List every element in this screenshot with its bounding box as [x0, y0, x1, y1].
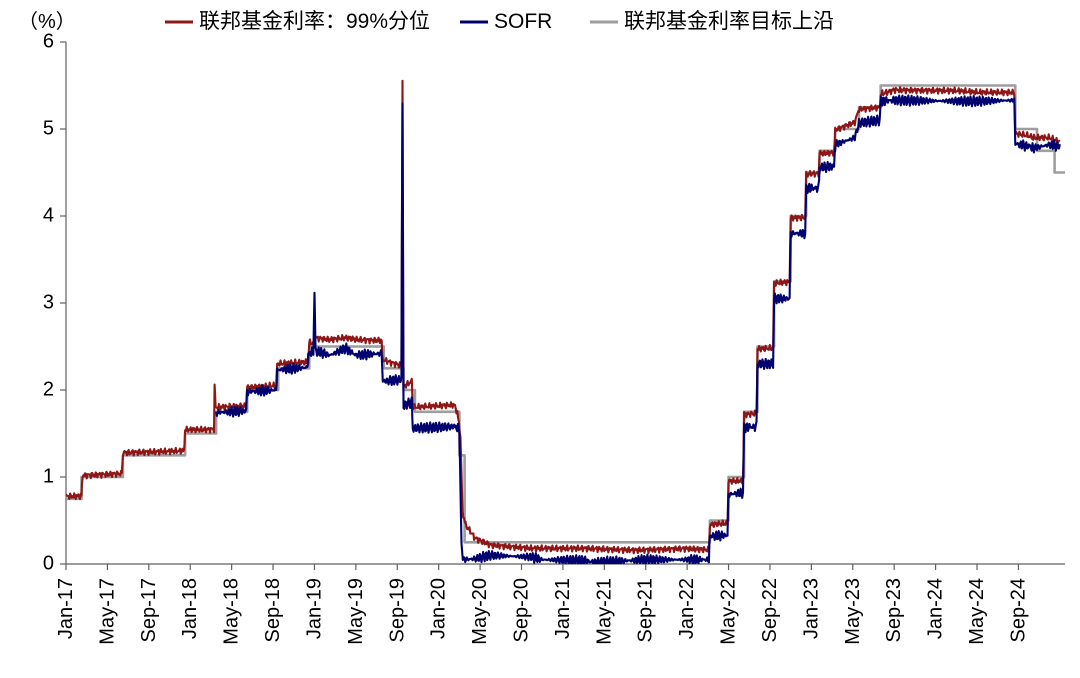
y-tick-label: 6	[43, 30, 54, 52]
x-tick-label: May-21	[593, 578, 615, 645]
y-tick-label: 4	[43, 204, 54, 226]
y-tick-label: 5	[43, 117, 54, 139]
series-line	[66, 86, 1065, 543]
y-tick-label: 3	[43, 291, 54, 313]
x-tick-label: May-17	[96, 578, 118, 645]
x-tick-label: Jan-17	[55, 578, 77, 639]
series-line	[216, 95, 1060, 566]
x-tick-label: May-24	[966, 578, 988, 645]
x-tick-label: Sep-17	[138, 578, 160, 643]
x-tick-label: May-23	[842, 578, 864, 645]
x-tick-label: Sep-18	[262, 578, 284, 643]
series-line	[66, 81, 1060, 554]
x-tick-label: Jan-21	[552, 578, 574, 639]
legend-label: SOFR	[494, 10, 552, 33]
y-tick-label: 2	[43, 378, 54, 400]
x-tick-label: Sep-24	[1007, 578, 1029, 643]
chart-svg: 0 1 2 3 4 5 6（%） Jan-17 May-17 Sep-17 Jan-18 May-18…	[0, 0, 1080, 678]
x-tick-label: Sep-21	[635, 578, 657, 643]
x-tick-label: Sep-20	[511, 578, 533, 643]
legend-label: 联邦基金利率目标上沿	[624, 10, 834, 33]
legend-label: 联邦基金利率：99%分位	[199, 10, 430, 33]
x-tick-label: Sep-19	[386, 578, 408, 643]
rate-chart: 0 1 2 3 4 5 6（%） Jan-17 May-17 Sep-17 Jan-18 May-18…	[0, 0, 1080, 678]
x-tick-label: Sep-23	[883, 578, 905, 643]
x-tick-label: May-19	[345, 578, 367, 645]
x-tick-label: Jan-19	[303, 578, 325, 639]
x-tick-label: Sep-22	[759, 578, 781, 643]
x-tick-label: Jan-22	[676, 578, 698, 639]
x-tick-label: Jan-18	[179, 578, 201, 639]
x-tick-label: May-18	[221, 578, 243, 645]
x-tick-label: Jan-23	[800, 578, 822, 639]
y-tick-label: 1	[43, 465, 54, 487]
x-tick-label: May-22	[718, 578, 740, 645]
x-tick-label: May-20	[469, 578, 491, 645]
x-tick-label: Jan-24	[925, 578, 947, 639]
y-axis-unit: （%）	[18, 10, 76, 33]
x-tick-label: Jan-20	[428, 578, 450, 639]
y-tick-label: 0	[43, 552, 54, 574]
